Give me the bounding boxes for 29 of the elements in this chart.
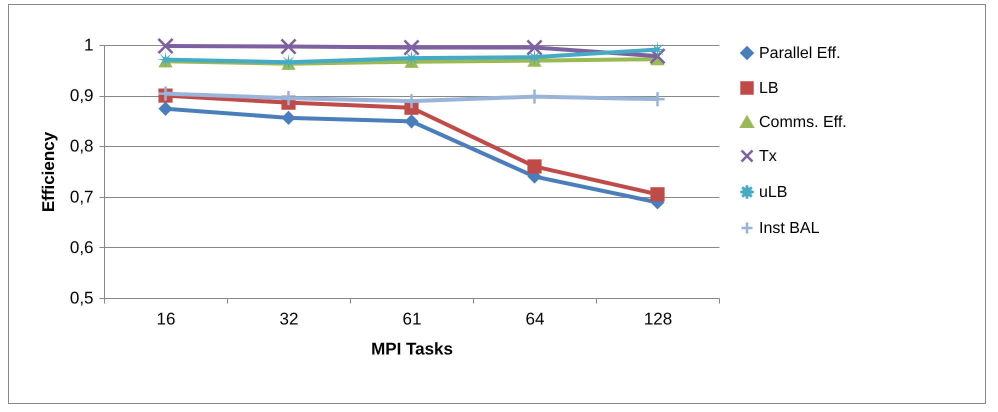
y-tick-label: 0,7 [70, 187, 94, 206]
legend-label: Comms. Eff. [759, 114, 847, 131]
point [527, 159, 542, 174]
x-axis-title: MPI Tasks [371, 340, 453, 358]
y-tick-label: 0,9 [70, 86, 94, 106]
x-tick-label: 16 [156, 310, 176, 328]
point [650, 187, 665, 202]
legend-label: LB [759, 80, 779, 97]
x-tick-label: 32 [280, 310, 298, 328]
legend-label: uLB [759, 184, 788, 201]
point [281, 110, 296, 125]
x-tick-label: 61 [402, 310, 422, 328]
point [404, 114, 419, 128]
point [403, 39, 420, 56]
x-tick-label: 128 [644, 310, 672, 328]
y-tick-label: 0,6 [70, 238, 94, 257]
point [157, 38, 174, 54]
point [158, 102, 173, 116]
point [649, 48, 666, 64]
y-tick-label: 0,8 [70, 136, 94, 156]
point [280, 38, 297, 55]
x-tick-label: 64 [526, 310, 544, 328]
y-axis-title: Efficiency [38, 131, 58, 212]
point [526, 39, 543, 56]
y-tick-label: 1 [84, 36, 94, 54]
legend-label: Tx [759, 148, 777, 165]
y-tick-label: 0,5 [70, 288, 94, 308]
legend-label: Inst BAL [759, 220, 820, 237]
legend-label: Parallel Eff. [759, 45, 841, 62]
